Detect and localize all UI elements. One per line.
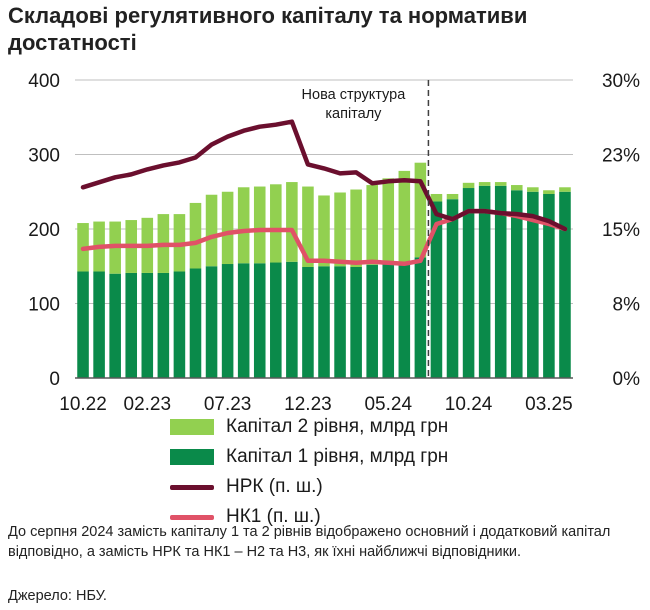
bar-tier1 — [446, 199, 459, 378]
y-right-tick-label: 23% — [602, 146, 640, 167]
bar-tier1 — [527, 191, 539, 378]
legend-label-tier1: Капітал 1 рівня, млрд грн — [226, 446, 449, 467]
x-tick-label: 12.23 — [284, 394, 332, 415]
y-right-tick-label: 0% — [613, 369, 641, 390]
bar-tier2 — [302, 186, 314, 267]
bar-tier1 — [157, 272, 170, 378]
x-tick-label: 05.24 — [364, 394, 412, 415]
bar-tier2 — [205, 194, 218, 267]
x-tick-label: 10.22 — [59, 394, 107, 415]
x-tick-label: 03.25 — [525, 394, 573, 415]
bar-tier1 — [430, 201, 443, 378]
legend-swatch-tier1 — [170, 449, 214, 465]
bar-tier2 — [318, 195, 330, 267]
annotation-line-2: капіталу — [325, 106, 382, 122]
bar-tier1 — [109, 273, 121, 378]
bar-tier2 — [237, 187, 250, 264]
bar-tier1 — [462, 188, 475, 378]
bar-tier2 — [543, 190, 555, 194]
legend-item-tier1: Капітал 1 рівня, млрд грн — [170, 442, 448, 472]
bar-tier2 — [462, 182, 475, 189]
bar-tier1 — [77, 271, 89, 378]
y-right-tick-label: 15% — [602, 220, 640, 241]
y-right-tick-label: 8% — [613, 295, 641, 316]
bar-tier2 — [189, 202, 202, 269]
bar-tier1 — [189, 268, 202, 378]
bar-tier2 — [366, 185, 378, 265]
bar-tier1 — [350, 266, 362, 378]
bar-tier1 — [93, 271, 105, 378]
y-right-tick-label: 30% — [602, 71, 640, 92]
bar-tier2 — [478, 182, 491, 186]
bar-tier1 — [366, 264, 378, 378]
legend-item-tier2: Капітал 2 рівня, млрд грн — [170, 412, 448, 442]
bar-tier2 — [446, 193, 459, 200]
bar-tier1 — [173, 271, 186, 378]
chart: 0 100 200 300 400 0% 8% 15% 23% 30% 10.22 02.23 07.2… — [28, 71, 640, 415]
y-left-tick-label: 0 — [49, 369, 60, 390]
footnote: До серпня 2024 замість капіталу 1 та 2 р… — [8, 524, 611, 560]
y-left-tick-label: 300 — [28, 146, 60, 167]
bar-tier2 — [398, 170, 411, 263]
bar-tier1 — [510, 190, 523, 378]
bar-tier1 — [125, 272, 138, 378]
bar-tier1 — [141, 272, 154, 378]
bar-tier1 — [494, 185, 507, 378]
bar-tier1 — [559, 191, 571, 378]
chart-title: Складові регулятивного капіталу та норма… — [8, 3, 528, 55]
bar-tier1 — [237, 263, 250, 378]
bar-tier2 — [350, 189, 362, 267]
bar-tier2 — [286, 182, 298, 262]
source-note: Джерело: НБУ. — [8, 588, 107, 604]
bar-tier1 — [302, 266, 314, 378]
x-tick-label: 07.23 — [204, 394, 252, 415]
legend-label-nk1: НК1 (п. ш.) — [226, 506, 321, 527]
bar-tier1 — [221, 264, 234, 378]
annotation-line-1: Нова структура — [302, 87, 407, 103]
bar-tier2 — [510, 185, 523, 191]
bar-tier2 — [527, 187, 539, 192]
bar-tier1 — [334, 266, 346, 378]
y-left-tick-label: 100 — [28, 295, 60, 316]
lines — [80, 119, 568, 267]
bar-tier2 — [221, 191, 234, 265]
bar-tier2 — [253, 186, 266, 264]
bar-tier1 — [543, 193, 555, 378]
x-tick-label: 10.24 — [445, 394, 493, 415]
legend-swatch-tier2 — [170, 419, 214, 435]
x-tick-label: 02.23 — [124, 394, 172, 415]
bar-tier2 — [494, 182, 507, 186]
bar-tier1 — [286, 261, 298, 378]
bar-tier1 — [270, 262, 282, 378]
y-left-tick-label: 200 — [28, 220, 60, 241]
legend-swatch-nk1 — [170, 514, 214, 520]
bar-tier2 — [334, 192, 346, 267]
bars — [77, 162, 571, 378]
axes: 0 100 200 300 400 0% 8% 15% 23% 30% 10.22 02.23 07.2… — [28, 71, 640, 415]
legend-item-nrk: НРК (п. ш.) — [170, 472, 448, 502]
bar-tier1 — [382, 264, 395, 378]
legend-swatch-nrk — [170, 484, 214, 490]
legend-label-nrk: НРК (п. ш.) — [226, 476, 323, 497]
bar-tier2 — [430, 193, 443, 202]
legend: Капітал 2 рівня, млрд грн Капітал 1 рівн… — [170, 412, 448, 532]
bar-tier2 — [559, 187, 571, 192]
bar-tier2 — [414, 162, 427, 258]
y-left-tick-label: 400 — [28, 71, 60, 92]
bar-tier2 — [270, 184, 282, 263]
bar-tier2 — [382, 178, 395, 265]
bar-tier1 — [205, 266, 218, 378]
bar-tier1 — [253, 263, 266, 378]
bar-tier1 — [398, 262, 411, 378]
bar-tier1 — [478, 185, 491, 378]
legend-label-tier2: Капітал 2 рівня, млрд грн — [226, 416, 449, 437]
bar-tier1 — [318, 266, 330, 378]
bar-tier1 — [414, 257, 427, 378]
legend-item-nk1: НК1 (п. ш.) — [170, 502, 448, 532]
line-nrk — [80, 119, 568, 232]
